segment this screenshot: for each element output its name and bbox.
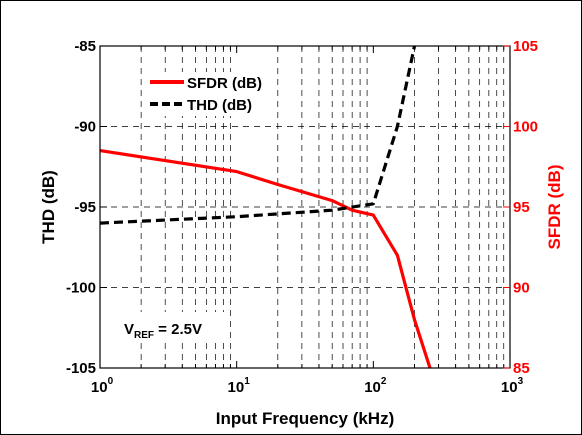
y-right-tick-label: 105: [513, 38, 538, 55]
legend-label-sfdr: SFDR (dB): [187, 75, 262, 92]
y-right-axis-label: SFDR (dB): [545, 165, 564, 250]
series-line-thd: [99, 45, 417, 225]
vref-base: V: [124, 321, 134, 338]
x-tick-label: 100: [91, 376, 114, 396]
series-line-sfdr: [99, 149, 432, 369]
y-left-tick-label: -100: [66, 280, 96, 297]
annotation-background: [120, 312, 228, 342]
series-lines: [99, 45, 432, 369]
x-tick-exponent: 2: [381, 376, 387, 387]
x-tick-exponent: 3: [518, 376, 524, 387]
x-tick-label: 101: [228, 376, 251, 396]
x-tick-label: 103: [501, 376, 524, 396]
legend-background: [146, 72, 276, 116]
y-left-tick-label: -95: [74, 199, 96, 216]
x-tick-base: 10: [364, 379, 381, 396]
x-axis-label: Input Frequency (kHz): [216, 409, 395, 428]
vref-rest: = 2.5V: [154, 321, 202, 338]
x-tick-base: 10: [91, 379, 108, 396]
y-right-tick-label: 95: [513, 199, 530, 216]
y-left-tick-label: -105: [66, 360, 96, 377]
y-right-tick-label: 85: [513, 360, 530, 377]
x-tick-base: 10: [228, 379, 245, 396]
vref-annotation-text: VREF = 2.5V: [124, 321, 202, 341]
x-tick-base: 10: [501, 379, 518, 396]
x-tick-label: 102: [364, 376, 387, 396]
tick-labels: 100 101 102 103-85-90-95-100-10510510095908…: [66, 38, 538, 396]
x-tick-exponent: 1: [244, 376, 250, 387]
tick-marks: [99, 45, 510, 369]
legend-label-thd: THD (dB): [187, 97, 252, 114]
y-left-axis-label: THD (dB): [39, 170, 58, 244]
y-left-tick-label: -90: [74, 119, 96, 136]
y-right-tick-label: 100: [513, 119, 538, 136]
legend: SFDR (dB) THD (dB): [146, 72, 276, 116]
vref-subscript: REF: [134, 330, 154, 341]
vref-annotation: VREF = 2.5V: [120, 312, 228, 342]
x-tick-exponent: 0: [108, 376, 114, 387]
y-right-tick-label: 90: [513, 280, 530, 297]
y-left-tick-label: -85: [74, 38, 96, 55]
